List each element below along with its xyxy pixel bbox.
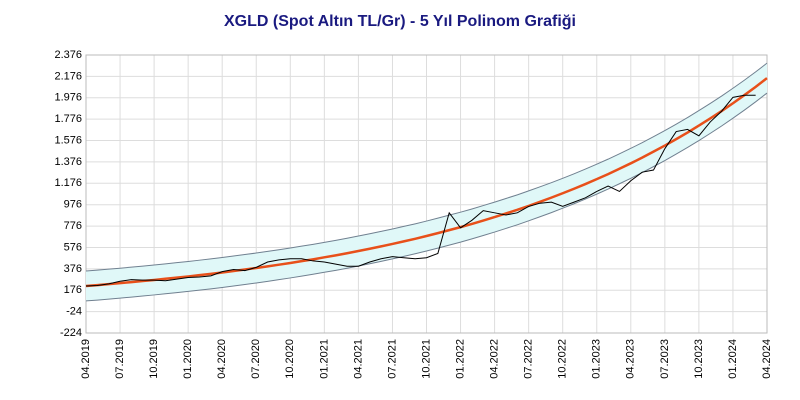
x-tick-label: 01.2020 bbox=[182, 339, 194, 379]
x-tick-label: 04.2019 bbox=[80, 339, 92, 379]
x-tick-label: 04.2024 bbox=[761, 339, 773, 379]
x-tick-label: 07.2022 bbox=[523, 339, 535, 379]
y-tick-label: 1.776 bbox=[54, 113, 82, 125]
x-tick-label: 01.2024 bbox=[727, 339, 739, 379]
x-tick-label: 07.2021 bbox=[386, 339, 398, 379]
y-tick-label: 1.976 bbox=[54, 92, 82, 104]
y-tick-label: 1.176 bbox=[54, 177, 82, 189]
x-tick-label: 10.2021 bbox=[420, 339, 432, 379]
y-tick-label: -24 bbox=[66, 306, 82, 318]
x-tick-label: 07.2020 bbox=[250, 339, 262, 379]
x-tick-label: 10.2019 bbox=[148, 339, 160, 379]
x-tick-label: 07.2019 bbox=[114, 339, 126, 379]
x-tick-label: 10.2020 bbox=[284, 339, 296, 379]
x-tick-label: 10.2022 bbox=[557, 339, 569, 379]
y-tick-label: 1.576 bbox=[54, 134, 82, 146]
plot-border bbox=[85, 54, 768, 334]
y-tick-label: 576 bbox=[64, 241, 82, 253]
x-tick-label: 04.2023 bbox=[625, 339, 637, 379]
x-tick-label: 07.2023 bbox=[659, 339, 671, 379]
x-tick-label: 01.2021 bbox=[318, 339, 330, 379]
x-tick-label: 04.2022 bbox=[489, 339, 501, 379]
y-tick-label: 2.376 bbox=[54, 49, 82, 61]
y-tick-label: 376 bbox=[64, 263, 82, 275]
chart-title: XGLD (Spot Altın TL/Gr) - 5 Yıl Polinom … bbox=[224, 13, 576, 30]
y-tick-label: 1.376 bbox=[54, 156, 82, 168]
y-tick-label: -224 bbox=[60, 327, 82, 339]
series-line bbox=[85, 77, 768, 288]
series-line bbox=[85, 92, 768, 302]
y-tick-label: 776 bbox=[64, 220, 82, 232]
series-line bbox=[85, 94, 756, 287]
x-tick-label: 04.2020 bbox=[216, 339, 228, 379]
band-fill bbox=[86, 63, 767, 301]
series-line bbox=[85, 62, 768, 272]
y-tick-label: 2.176 bbox=[54, 70, 82, 82]
x-tick-label: 01.2022 bbox=[454, 339, 466, 379]
x-tick-label: 10.2023 bbox=[693, 339, 705, 379]
x-tick-label: 04.2021 bbox=[352, 339, 364, 379]
x-tick-label: 01.2023 bbox=[591, 339, 603, 379]
y-tick-label: 176 bbox=[64, 284, 82, 296]
y-tick-label: 976 bbox=[64, 199, 82, 211]
